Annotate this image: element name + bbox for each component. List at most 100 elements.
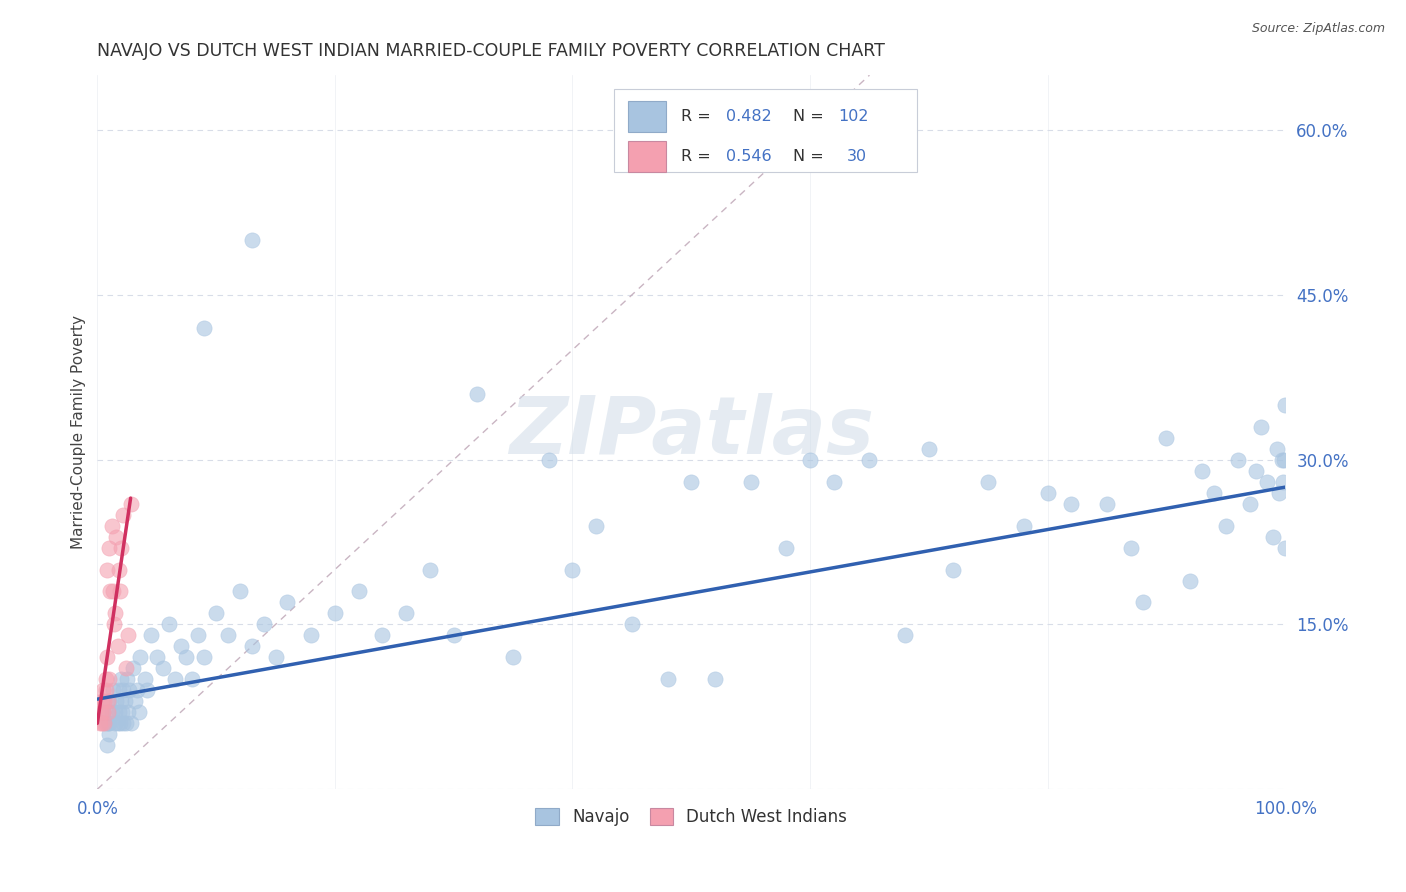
Point bbox=[1036, 485, 1059, 500]
Point bbox=[98, 716, 121, 731]
Point bbox=[108, 716, 131, 731]
Point bbox=[124, 694, 146, 708]
FancyBboxPatch shape bbox=[628, 101, 666, 132]
Point bbox=[91, 694, 114, 708]
Point bbox=[1180, 574, 1202, 588]
Point bbox=[93, 694, 115, 708]
Point bbox=[1119, 541, 1142, 555]
Point bbox=[918, 442, 941, 456]
FancyBboxPatch shape bbox=[628, 141, 666, 172]
Point bbox=[1274, 398, 1296, 412]
Legend: Navajo, Dutch West Indians: Navajo, Dutch West Indians bbox=[527, 799, 855, 834]
Point bbox=[104, 706, 127, 720]
Point bbox=[1095, 497, 1118, 511]
Point bbox=[657, 673, 679, 687]
Point bbox=[299, 628, 322, 642]
Point bbox=[1191, 464, 1213, 478]
Point bbox=[1272, 452, 1295, 467]
Point bbox=[157, 617, 180, 632]
Point bbox=[1215, 518, 1237, 533]
Point bbox=[169, 640, 191, 654]
Point bbox=[1202, 485, 1225, 500]
Point bbox=[120, 716, 142, 731]
Point bbox=[217, 628, 239, 642]
Point bbox=[91, 716, 114, 731]
Point bbox=[89, 716, 111, 731]
Point bbox=[97, 706, 120, 720]
Point bbox=[90, 706, 112, 720]
Point bbox=[502, 650, 524, 665]
Point bbox=[100, 706, 122, 720]
Text: R =: R = bbox=[681, 149, 716, 164]
Point bbox=[110, 541, 132, 555]
Point bbox=[704, 673, 727, 687]
Point bbox=[681, 475, 703, 489]
Point bbox=[176, 650, 198, 665]
FancyBboxPatch shape bbox=[614, 89, 917, 171]
Point bbox=[91, 683, 114, 698]
Point bbox=[942, 562, 965, 576]
Point bbox=[100, 584, 122, 599]
Point bbox=[858, 452, 880, 467]
Point bbox=[122, 661, 145, 675]
Point bbox=[1268, 485, 1291, 500]
Point bbox=[145, 650, 167, 665]
Point bbox=[98, 541, 121, 555]
Point bbox=[163, 673, 186, 687]
Point bbox=[100, 518, 122, 533]
Point bbox=[129, 650, 152, 665]
Point bbox=[395, 607, 418, 621]
Point bbox=[91, 706, 114, 720]
Text: ZIPatlas: ZIPatlas bbox=[509, 393, 873, 471]
Point bbox=[112, 683, 135, 698]
Point bbox=[740, 475, 762, 489]
Point bbox=[799, 452, 821, 467]
Point bbox=[98, 727, 121, 741]
Point bbox=[1263, 530, 1285, 544]
Point bbox=[94, 716, 117, 731]
Point bbox=[112, 716, 135, 731]
Point bbox=[1274, 541, 1296, 555]
Point bbox=[117, 706, 139, 720]
Point bbox=[193, 650, 215, 665]
Point bbox=[1250, 419, 1272, 434]
Point bbox=[115, 661, 138, 675]
Point bbox=[139, 628, 162, 642]
Point bbox=[104, 716, 127, 731]
Point bbox=[347, 584, 370, 599]
Point bbox=[264, 650, 287, 665]
Point bbox=[91, 706, 114, 720]
Point bbox=[419, 562, 441, 576]
Point bbox=[98, 694, 121, 708]
Point bbox=[111, 706, 134, 720]
Point bbox=[443, 628, 465, 642]
Text: N =: N = bbox=[793, 149, 830, 164]
Point bbox=[205, 607, 228, 621]
Text: R =: R = bbox=[681, 109, 716, 124]
Text: 30: 30 bbox=[846, 149, 868, 164]
Point bbox=[775, 541, 797, 555]
Point bbox=[1239, 497, 1261, 511]
Point bbox=[117, 628, 139, 642]
Text: 102: 102 bbox=[838, 109, 869, 124]
Point bbox=[193, 321, 215, 335]
Point bbox=[105, 694, 128, 708]
Point bbox=[620, 617, 643, 632]
Point bbox=[98, 673, 121, 687]
Point bbox=[1244, 464, 1267, 478]
Point bbox=[152, 661, 174, 675]
Point bbox=[107, 640, 129, 654]
Text: 0.546: 0.546 bbox=[725, 149, 772, 164]
Point bbox=[93, 716, 115, 731]
Point bbox=[105, 530, 128, 544]
Point bbox=[97, 694, 120, 708]
Point bbox=[115, 673, 138, 687]
Point bbox=[240, 233, 263, 247]
Point bbox=[1156, 431, 1178, 445]
Point bbox=[585, 518, 607, 533]
Point bbox=[1132, 595, 1154, 609]
Point bbox=[128, 706, 150, 720]
Point bbox=[108, 584, 131, 599]
Point bbox=[240, 640, 263, 654]
Point bbox=[1265, 442, 1288, 456]
